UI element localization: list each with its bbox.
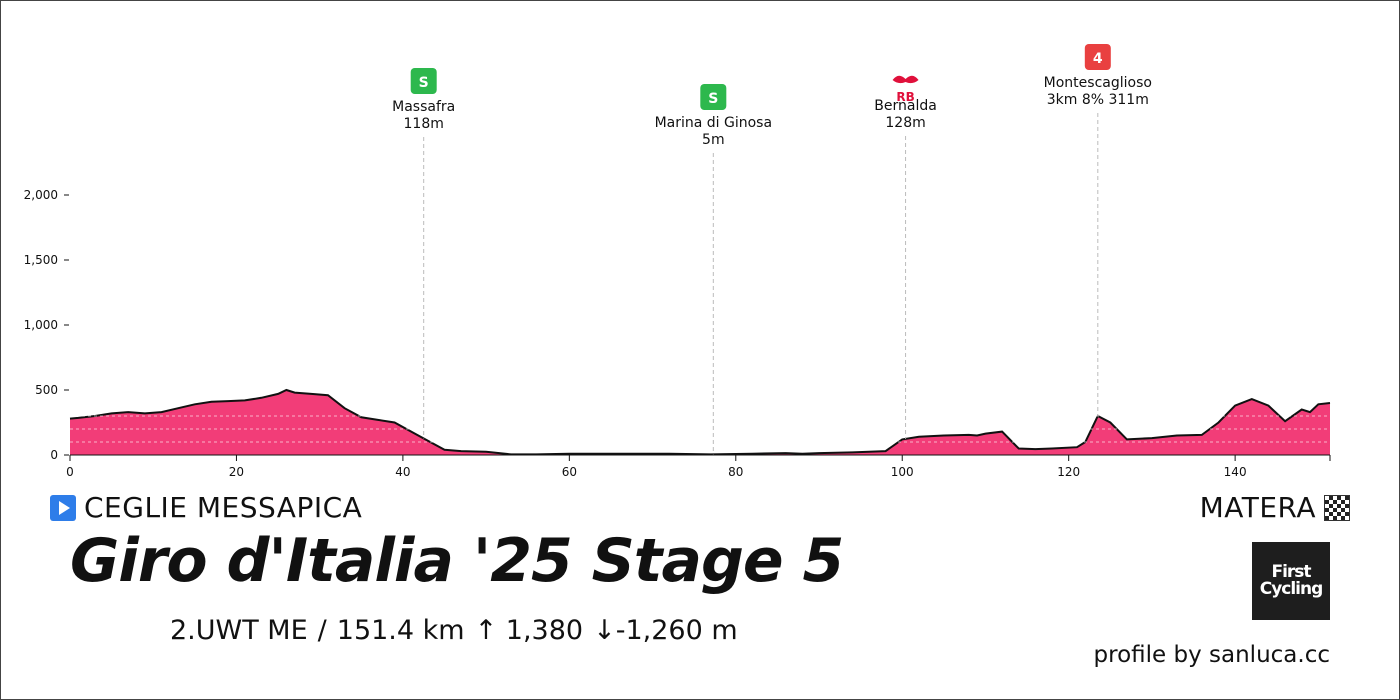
finish-location: MATERA	[1200, 491, 1350, 524]
stage-distance: 151.4 km	[336, 615, 465, 646]
profile-credit: profile by sanluca.cc	[1093, 642, 1330, 668]
marker-detail: 3km 8% 311m	[1047, 92, 1149, 108]
x-tick-label: 40	[395, 465, 410, 479]
y-tick-label: 0	[50, 448, 58, 462]
x-tick-label: 120	[1057, 465, 1080, 479]
marker-name: Marina di Ginosa	[655, 115, 772, 131]
stats-separator: /	[317, 615, 327, 646]
race-category: 2.UWT ME	[170, 615, 308, 646]
marker-name: Montescaglioso	[1044, 75, 1152, 91]
total-ascent: ↑ 1,380	[474, 615, 584, 646]
marker-name: Bernalda	[874, 98, 937, 114]
elevation-area	[70, 390, 1330, 455]
elevation-line	[69, 388, 1331, 456]
play-icon	[50, 494, 76, 521]
marker-name: Massafra	[392, 99, 455, 115]
y-tick-label: 2,000	[24, 188, 58, 202]
marker-badge-text: RB	[896, 90, 914, 104]
finish-city: MATERA	[1199, 491, 1316, 524]
checkered-flag-icon	[1324, 494, 1350, 521]
firstcycling-logo: First Cycling	[1252, 542, 1330, 620]
start-city: CEGLIE MESSAPICA	[84, 491, 363, 524]
start-location: CEGLIE MESSAPICA	[50, 491, 362, 524]
y-tick-label: 1,500	[24, 253, 58, 267]
total-descent: ↓-1,260 m	[593, 615, 738, 646]
y-tick-label: 500	[35, 383, 58, 397]
marker-badge-text: S	[708, 91, 718, 107]
y-tick-label: 1,000	[24, 318, 58, 332]
logo-line-1: First	[1271, 562, 1311, 582]
marker-badge	[1084, 44, 1111, 70]
x-tick-label: 100	[891, 465, 914, 479]
x-tick-label: 140	[1224, 465, 1247, 479]
red-bull-icon	[892, 75, 919, 84]
elevation-profile-chart: 0 20 40 60 80 100 120 140 0 500 1,000 1,500 2,000 S Ma…	[24, 44, 1331, 479]
marker-badge	[410, 68, 437, 94]
marker-badge-text: S	[419, 75, 429, 91]
logo-line-2: Cycling	[1259, 579, 1324, 599]
marker-detail: 5m	[702, 132, 725, 148]
stage-title: Giro d'Italia '25 Stage 5	[70, 526, 844, 596]
x-tick-label: 60	[562, 465, 577, 479]
x-tick-label: 0	[66, 465, 74, 479]
x-tick-label: 20	[229, 465, 244, 479]
marker-detail: 128m	[885, 115, 925, 131]
marker-detail: 118m	[404, 116, 444, 132]
marker-badge-text: 4	[1093, 51, 1103, 67]
stage-stats: 2.UWT ME / 151.4 km ↑ 1,380 ↓-1,260 m	[170, 615, 738, 646]
marker-badge	[700, 84, 727, 110]
x-tick-label: 80	[728, 465, 743, 479]
